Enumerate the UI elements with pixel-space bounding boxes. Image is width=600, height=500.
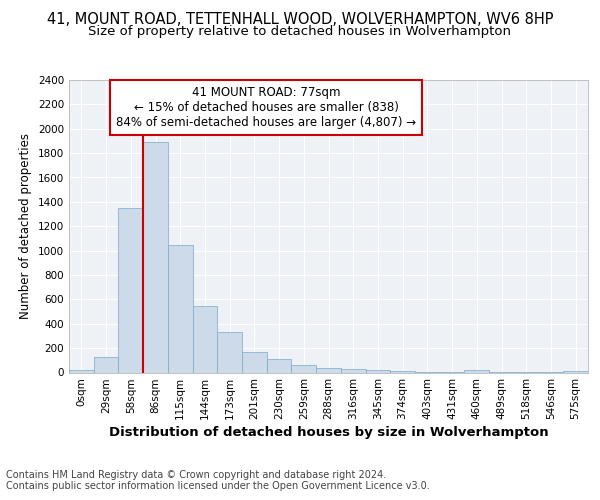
- Bar: [217, 332, 242, 372]
- Bar: [365, 370, 390, 372]
- Text: Contains public sector information licensed under the Open Government Licence v3: Contains public sector information licen…: [6, 481, 430, 491]
- Bar: [143, 142, 168, 372]
- Bar: [292, 365, 316, 372]
- Bar: [316, 368, 341, 372]
- Text: Contains HM Land Registry data © Crown copyright and database right 2024.: Contains HM Land Registry data © Crown c…: [6, 470, 386, 480]
- Bar: [193, 306, 217, 372]
- Bar: [118, 208, 143, 372]
- Bar: [563, 370, 588, 372]
- Text: 41 MOUNT ROAD: 77sqm
← 15% of detached houses are smaller (838)
84% of semi-deta: 41 MOUNT ROAD: 77sqm ← 15% of detached h…: [116, 86, 416, 129]
- Bar: [464, 370, 489, 372]
- Text: 41, MOUNT ROAD, TETTENHALL WOOD, WOLVERHAMPTON, WV6 8HP: 41, MOUNT ROAD, TETTENHALL WOOD, WOLVERH…: [47, 12, 553, 28]
- Text: Size of property relative to detached houses in Wolverhampton: Size of property relative to detached ho…: [89, 25, 511, 38]
- Y-axis label: Number of detached properties: Number of detached properties: [19, 133, 32, 320]
- Bar: [94, 356, 118, 372]
- Bar: [69, 370, 94, 372]
- Bar: [267, 360, 292, 372]
- Bar: [168, 245, 193, 372]
- X-axis label: Distribution of detached houses by size in Wolverhampton: Distribution of detached houses by size …: [109, 426, 548, 440]
- Bar: [242, 352, 267, 372]
- Bar: [341, 370, 365, 372]
